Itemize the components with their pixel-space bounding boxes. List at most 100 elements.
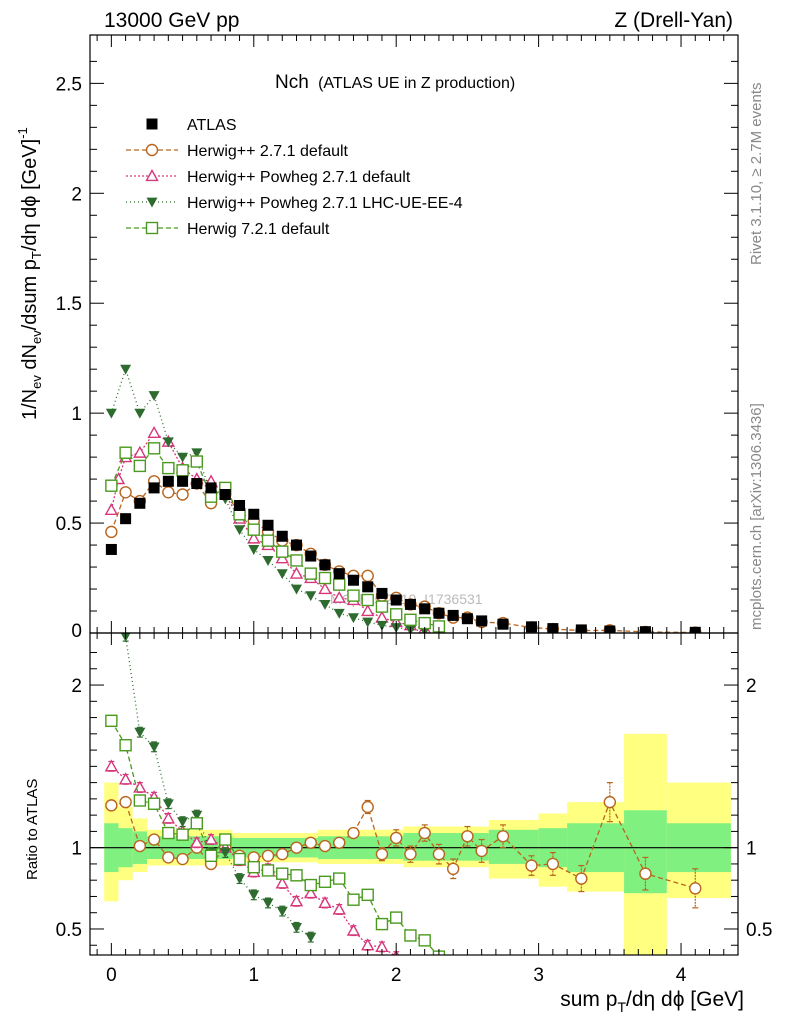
y-tick-label-zero: 0: [71, 621, 82, 642]
point-4-11: [261, 534, 275, 547]
point-0-20: [390, 594, 402, 606]
point-0-18: [362, 581, 374, 593]
x-tick-label: 0: [106, 965, 117, 986]
ratio-point-3-14: [304, 878, 317, 892]
ratio-point-3-9: [233, 852, 246, 866]
point-0-28: [525, 621, 537, 633]
ratio-point-1-1: [118, 772, 133, 785]
legend: ATLAS Herwig++ 2.7.1 default Herwig++ Powh…: [126, 117, 463, 238]
ratio-point-2-6: [191, 810, 203, 821]
ratio-point-2-2: [134, 727, 146, 738]
point-2-19: [361, 604, 375, 617]
ratio-point-2-0: [106, 583, 117, 593]
ratio-point-0-17: [347, 826, 360, 840]
ratio-series-0: [105, 782, 702, 909]
point-4-4: [162, 461, 175, 475]
ratio-point-3-8: [219, 833, 232, 846]
ratio-point-3-11: [261, 864, 275, 877]
legend-marker-2: [145, 169, 159, 182]
ratio-point-0-12: [276, 847, 289, 861]
point-0-4: [162, 475, 174, 487]
legend-item-1: Herwig++ 2.7.1 default: [126, 143, 349, 160]
ratio-point-1-15: [318, 896, 332, 909]
point-4-5: [176, 464, 189, 477]
axes: 0 1 2 3 4 0.5 1 1.5 2 2.5 0 0.5 0.5 1 1 2 2: [56, 35, 772, 986]
ratio-point-0-25: [461, 830, 474, 843]
point-0-14: [305, 550, 317, 562]
ratio-point-3-6: [190, 817, 204, 830]
ratio-point-3-17: [347, 893, 360, 906]
ratio-point-0-33: [689, 882, 702, 895]
ratio-point-3-4: [162, 826, 175, 840]
point-0-0: [105, 543, 117, 555]
ratio-point-0-2: [133, 839, 147, 853]
ratio-point-0-1: [119, 795, 132, 809]
point-0-27: [497, 618, 509, 630]
legend-label-1: Herwig++ 2.7.1 default: [187, 143, 349, 160]
ratio-point-1-12: [275, 876, 289, 889]
legend-item-2: Herwig++ Powheg 2.7.1 default: [126, 169, 411, 186]
ratio-point-0-22: [418, 826, 431, 840]
ratio-point-0-4: [162, 851, 175, 864]
point-0-2: [134, 497, 146, 509]
ratio-y-tick-label: 2: [71, 676, 82, 697]
ratio-point-1-0: [104, 759, 119, 772]
legend-label-3: Herwig++ Powheg 2.7.1 LHC-UE-EE-4: [187, 195, 463, 212]
point-3-12: [276, 569, 288, 580]
ratio-point-0-19: [375, 847, 389, 861]
ratio-point-3-0: [105, 714, 118, 728]
ratio-point-0-23: [432, 847, 446, 861]
point-4-6: [190, 455, 204, 468]
ratio-point-0-24: [446, 862, 460, 876]
ratio-point-3-21: [404, 929, 417, 942]
point-2-0: [104, 502, 119, 515]
point-4-20: [389, 608, 403, 621]
ratio-point-1-6: [190, 835, 204, 848]
point-2-11: [247, 531, 261, 544]
y-tick-label: 2.5: [56, 74, 82, 95]
ratio-point-3-1: [119, 739, 132, 752]
ratio-point-0-29: [546, 857, 560, 871]
ratio-point-3-13: [290, 869, 303, 882]
ratio-line-1: [110, 765, 395, 955]
series-line-1: [110, 480, 696, 633]
ratio-plot-data: [104, 583, 702, 973]
ratio-point-3-7: [204, 849, 218, 862]
legend-label-4: Herwig 7.2.1 default: [187, 221, 330, 238]
point-3-18: [362, 617, 374, 628]
point-0-3: [148, 482, 160, 494]
ratio-point-2-3: [148, 742, 160, 753]
ratio-uncertainty-bands: [90, 733, 738, 955]
point-0-21: [404, 598, 416, 610]
ratio-point-0-21: [404, 847, 417, 861]
ratio-point-2-4: [162, 799, 174, 810]
point-3-16: [333, 608, 345, 619]
point-3-1: [120, 364, 132, 375]
legend-item-0: ATLAS: [146, 117, 237, 134]
y-axis-label: 1/Nev dNev/dsum pT/dη dϕ [GeV]-1: [15, 127, 44, 420]
inner-band-10: [624, 810, 667, 894]
ratio-axis-label: Ratio to ATLAS: [24, 779, 41, 880]
ratio-point-0-15: [318, 839, 332, 853]
ratio-point-3-10: [247, 860, 260, 874]
point-4-13: [290, 554, 303, 567]
x-tick-label: 4: [676, 965, 687, 986]
ratio-point-2-8: [219, 848, 231, 859]
x-tick-label: 2: [391, 965, 402, 986]
ratio-y-tick-label: 0.5: [56, 920, 82, 941]
ratio-point-0-3: [147, 833, 161, 846]
point-2-14: [289, 566, 304, 579]
ratio-y-tick-label-right: 2: [746, 676, 757, 697]
legend-label-2: Herwig++ Powheg 2.7.1 default: [187, 169, 411, 186]
ratio-y-tick-label: 1: [71, 839, 82, 860]
ratio-point-2-9: [234, 874, 246, 885]
point-4-3: [147, 442, 161, 455]
legend-marker-0: [146, 118, 158, 130]
chart-title: Nch (ATLAS UE in Z production): [275, 72, 515, 93]
ratio-plot-frame: [89, 632, 739, 956]
ratio-point-1-21: [405, 963, 416, 973]
ratio-point-3-12: [276, 867, 289, 880]
y-tick-label: 1.5: [56, 294, 82, 315]
point-4-19: [375, 600, 389, 613]
point-0-5: [177, 475, 189, 487]
